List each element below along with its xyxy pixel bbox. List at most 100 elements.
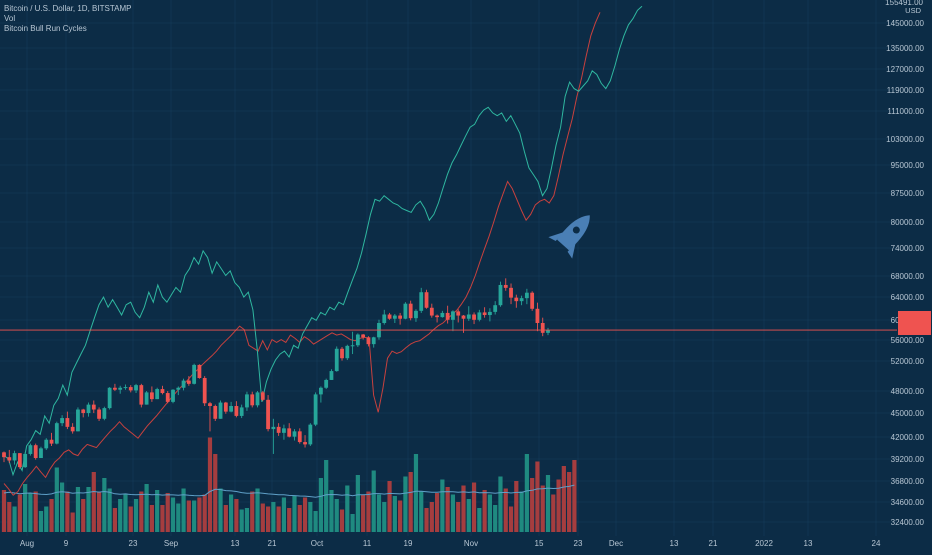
time-axis[interactable]: Aug 9 23 Sep 13 21 Oct 11 19 Nov 15 23 Dec 13 21 2022 13… — [20, 539, 881, 548]
volume-bar — [302, 497, 308, 532]
time-tick-label: 23 — [574, 539, 583, 548]
candlesticks — [2, 278, 550, 469]
time-tick-label: Nov — [464, 539, 478, 548]
candle — [12, 450, 17, 465]
candle — [466, 306, 471, 321]
volume-bar — [376, 494, 382, 532]
price-tick-label: 42000.00 — [891, 433, 925, 442]
volume-bar — [530, 478, 535, 532]
volume-bar — [276, 506, 281, 532]
candle — [540, 317, 545, 337]
candle — [387, 312, 392, 320]
current-price-marker — [898, 311, 931, 335]
volume-bar — [160, 505, 165, 532]
volume-bar — [445, 487, 450, 532]
candle — [546, 327, 550, 336]
volume-bar — [297, 505, 302, 532]
volume-bar — [413, 454, 419, 532]
time-tick-label: 15 — [535, 539, 544, 548]
candle — [65, 411, 70, 430]
candle — [530, 291, 535, 311]
candle — [334, 346, 339, 372]
volume-bar — [440, 479, 445, 532]
price-tick-label: 39200.00 — [891, 455, 925, 464]
price-tick-label: 95000.00 — [891, 161, 925, 170]
candle — [408, 300, 413, 321]
volume-bar — [382, 502, 387, 532]
price-tick-label: 127000.00 — [886, 65, 924, 74]
candle — [245, 391, 249, 411]
candle — [303, 435, 307, 448]
candle — [445, 305, 450, 324]
volume-bar — [70, 512, 75, 532]
candle — [17, 453, 22, 469]
rocket-icon — [548, 215, 590, 259]
volume-bar — [366, 491, 371, 532]
volume-bar — [535, 461, 540, 532]
volume-bar — [86, 487, 91, 532]
volume-bar — [308, 502, 313, 532]
candle — [202, 376, 207, 407]
volume-bar — [424, 508, 429, 532]
volume-bar — [218, 488, 223, 532]
candle — [49, 432, 54, 446]
candle — [76, 407, 80, 432]
volume-bar — [361, 494, 366, 532]
volume-indicator-label[interactable]: Vol — [4, 14, 16, 23]
bull-run-cycles-label[interactable]: Bitcoin Bull Run Cycles — [4, 24, 87, 33]
volume-bar — [44, 506, 49, 532]
candle — [44, 438, 49, 450]
volume-bar — [482, 490, 487, 532]
time-tick-label: Dec — [609, 539, 623, 548]
cycle-green-line — [3, 5, 643, 477]
volume-bar — [281, 497, 287, 532]
volume-bar — [371, 470, 376, 532]
volume-bar — [102, 478, 107, 532]
candle — [355, 333, 360, 348]
time-tick-label: 21 — [709, 539, 718, 548]
candle — [234, 401, 239, 418]
volume-bar — [112, 508, 118, 532]
volume-bar — [329, 490, 334, 532]
candle — [498, 281, 503, 307]
candle — [250, 391, 255, 408]
candle — [488, 308, 492, 322]
time-tick-label: 11 — [363, 539, 372, 548]
time-tick-label: 13 — [670, 539, 679, 548]
price-tick-label: 103000.00 — [886, 135, 924, 144]
volume-bar — [324, 460, 329, 532]
volume-bar — [250, 491, 255, 532]
candle — [435, 314, 439, 323]
price-tick-label: 56000.00 — [891, 336, 925, 345]
candle — [535, 302, 540, 332]
price-tick-label: 80000.00 — [891, 218, 925, 227]
candle — [392, 313, 397, 323]
price-tick-label: 32400.00 — [891, 518, 925, 527]
volume-bar — [176, 503, 181, 532]
time-tick-label: 21 — [268, 539, 277, 548]
candle — [509, 283, 513, 305]
candle — [139, 383, 144, 408]
candle — [165, 391, 170, 404]
volume-bar — [540, 485, 545, 532]
volume-bar — [123, 494, 128, 532]
volume-bar — [107, 488, 112, 532]
volume-bar — [38, 511, 44, 532]
candle — [192, 363, 197, 385]
time-tick-label: Oct — [311, 539, 324, 548]
candle — [287, 423, 292, 438]
candle — [7, 449, 12, 463]
volume-bar — [556, 479, 561, 532]
candle — [102, 406, 107, 421]
candle — [118, 385, 123, 394]
symbol-title[interactable]: Bitcoin / U.S. Dollar, 1D, BITSTAMP — [4, 4, 132, 13]
candle — [398, 312, 403, 325]
candle — [181, 378, 186, 391]
candle — [266, 395, 270, 432]
candle — [91, 400, 96, 414]
candle — [382, 309, 387, 325]
volume-bar — [244, 508, 250, 532]
